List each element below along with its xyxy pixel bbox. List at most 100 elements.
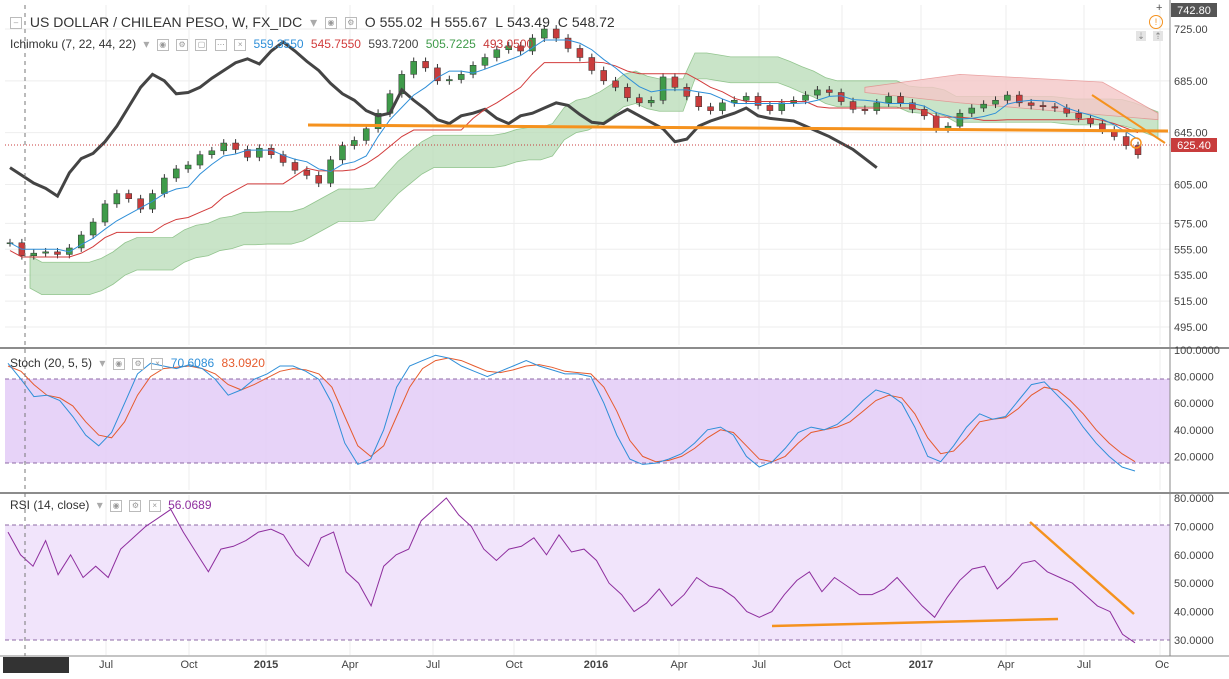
price-tick-label: 605.00: [1174, 179, 1208, 191]
rsi-band: [5, 525, 1170, 640]
date-tag: [3, 657, 69, 673]
ichimoku-value-kijun: 545.7550: [310, 37, 361, 51]
ichimoku-header: Ichimoku (7, 22, 44, 22) ▾ ◉ ⚙ ▢ ⋯ × 559…: [10, 37, 537, 51]
ohlc-low: 543.49: [507, 14, 550, 30]
candle-body: [541, 28, 548, 39]
time-tick-label: Jul: [1077, 659, 1091, 671]
candle-body: [683, 87, 691, 97]
time-tick-label: 2015: [254, 659, 278, 671]
symbol-title[interactable]: US DOLLAR / CHILEAN PESO, W, FX_IDC: [29, 14, 303, 30]
chevron-down-icon[interactable]: ▾: [99, 356, 106, 370]
candle-body: [849, 101, 857, 110]
time-tick-label: Apr: [341, 659, 358, 671]
top-price-text: 742.80: [1177, 5, 1211, 17]
candle-body: [766, 105, 774, 111]
candle-body: [647, 100, 655, 104]
time-tick-label: Jul: [99, 659, 113, 671]
source-icon[interactable]: ▢: [195, 38, 208, 51]
candle-body: [992, 100, 999, 105]
candle-body: [505, 45, 512, 50]
plus-icon[interactable]: +: [1156, 2, 1163, 14]
price-tick-label: 575.00: [1174, 218, 1208, 230]
current-price-text: 625.40: [1177, 140, 1211, 152]
rsi-tick-label: 80.0000: [1174, 493, 1214, 505]
candle-body: [778, 102, 786, 111]
candle-body: [161, 177, 168, 194]
rsi-up-trendline[interactable]: [771, 617, 1059, 628]
alert-icon[interactable]: !: [1149, 15, 1163, 29]
candle-body: [695, 96, 702, 107]
ohlc-high: 555.67: [444, 14, 488, 30]
candle-body: [1016, 94, 1023, 104]
chevron-down-icon[interactable]: ▾: [310, 14, 318, 30]
arrow-up-icon[interactable]: ⇡: [1153, 31, 1163, 41]
candles: [6, 25, 1142, 260]
price-tick-label: 685.00: [1174, 76, 1208, 88]
candle-body: [802, 94, 809, 101]
candle-body: [493, 49, 501, 58]
eye-icon[interactable]: ◉: [325, 17, 337, 30]
price-pane[interactable]: [5, 5, 1170, 345]
candle-body: [624, 87, 631, 98]
eye-icon[interactable]: ◉: [112, 357, 125, 370]
rsi-tick-label: 70.0000: [1174, 521, 1214, 533]
candle-body: [54, 251, 61, 255]
collapse-icon[interactable]: –: [10, 17, 22, 30]
candle-body: [659, 76, 667, 101]
ohlc-open-label: O: [364, 14, 376, 30]
candle-body: [374, 112, 382, 130]
rsi-title[interactable]: RSI (14, close): [10, 498, 90, 512]
candle-body: [351, 140, 358, 146]
price-axis[interactable]: 725.00 685.00 645.00 605.00 575.00 555.00 535.…: [1174, 24, 1220, 647]
candle-body: [1027, 102, 1035, 106]
symbol-header: – US DOLLAR / CHILEAN PESO, W, FX_IDC ▾ …: [10, 14, 619, 31]
candle-body: [968, 107, 976, 114]
stoch-title[interactable]: Stoch (20, 5, 5): [10, 356, 93, 370]
candle-body: [30, 252, 37, 256]
current-price-tag: [1171, 138, 1217, 152]
candle-body: [885, 96, 892, 104]
time-axis[interactable]: 2014-04-07JulOct2015AprJulOct2016AprJulO…: [8, 659, 1170, 671]
eye-icon[interactable]: ◉: [156, 38, 169, 51]
rsi-down-trendline[interactable]: [1029, 521, 1135, 615]
candle-body: [457, 74, 465, 80]
ichimoku-title[interactable]: Ichimoku (7, 22, 44, 22): [10, 37, 137, 51]
price-tick-label: 515.00: [1174, 296, 1208, 308]
candle-body: [564, 37, 572, 49]
candle-body: [873, 102, 881, 111]
candle-body: [279, 154, 287, 163]
candle-body: [137, 198, 144, 210]
chevron-down-icon[interactable]: ▾: [96, 498, 103, 512]
arrow-down-icon[interactable]: ⇣: [1136, 31, 1146, 41]
settings-icon[interactable]: ⚙: [132, 357, 145, 370]
close-icon[interactable]: ×: [234, 38, 247, 51]
candle-body: [529, 37, 536, 52]
chevron-down-icon[interactable]: ▾: [143, 37, 150, 51]
candle-body: [576, 48, 584, 58]
candle-body: [552, 28, 560, 39]
candle-body: [446, 79, 453, 82]
settings-icon[interactable]: ⚙: [176, 38, 189, 51]
settings-icon[interactable]: ⚙: [344, 17, 357, 30]
more-icon[interactable]: ⋯: [214, 38, 227, 51]
candle-body: [742, 96, 750, 101]
ichimoku-value-span-a: 505.7225: [425, 37, 476, 51]
ohlc-open: 555.02: [379, 14, 423, 30]
time-tick-label: Jul: [426, 659, 440, 671]
close-icon[interactable]: ×: [151, 357, 164, 370]
candle-body: [339, 145, 346, 161]
eye-icon[interactable]: ◉: [110, 499, 123, 512]
down-trendline[interactable]: [1091, 94, 1166, 144]
candle-body: [517, 45, 524, 52]
rsi-line: [7, 497, 1136, 644]
candle-body: [956, 112, 964, 127]
support-trendline[interactable]: [307, 123, 1169, 133]
top-price-tag: [1171, 3, 1217, 17]
close-icon[interactable]: ×: [148, 499, 161, 512]
candle-body: [1051, 106, 1059, 109]
ohlc-low-label: L: [495, 14, 504, 30]
candle-body: [244, 149, 251, 158]
ichimoku-value-span-b: 493.0500: [483, 37, 534, 51]
settings-icon[interactable]: ⚙: [129, 499, 142, 512]
candle-body: [303, 169, 311, 176]
